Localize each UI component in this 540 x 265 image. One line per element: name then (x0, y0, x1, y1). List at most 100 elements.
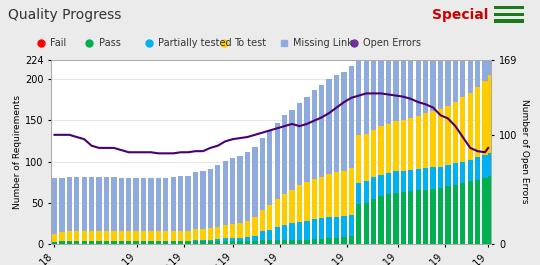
Bar (446, 37, 450, 106)
Bar (82, 177, 87, 231)
Text: Open Errors: Open Errors (363, 38, 421, 48)
Bar (312, 219, 317, 239)
Bar (438, 42, 443, 109)
Bar (327, 78, 332, 174)
Bar (349, 66, 354, 168)
Bar (252, 241, 258, 244)
Bar (193, 172, 198, 229)
Bar (430, 167, 436, 189)
Bar (446, 165, 450, 186)
Bar (111, 177, 117, 231)
Bar (222, 238, 228, 241)
Bar (416, 116, 421, 169)
Bar (267, 131, 272, 205)
Bar (282, 240, 287, 244)
Bar (193, 240, 198, 241)
Bar (485, 0, 491, 75)
Bar (341, 237, 347, 244)
Bar (274, 227, 280, 240)
Bar (393, 121, 399, 171)
Bar (482, 178, 488, 244)
Bar (119, 178, 124, 231)
Bar (215, 227, 220, 239)
Bar (304, 240, 309, 244)
Text: Partially tested: Partially tested (158, 38, 232, 48)
Bar (267, 230, 272, 240)
Bar (238, 223, 242, 238)
Bar (386, 14, 391, 124)
Bar (297, 186, 302, 222)
Bar (371, 23, 376, 130)
Bar (156, 241, 161, 244)
Bar (304, 97, 309, 182)
Bar (341, 216, 347, 237)
Bar (401, 192, 406, 244)
Bar (446, 186, 450, 244)
Bar (156, 231, 161, 241)
Bar (111, 241, 117, 244)
Bar (208, 169, 213, 228)
Bar (163, 231, 168, 241)
Text: Quality Progress: Quality Progress (8, 8, 122, 22)
Bar (260, 231, 265, 240)
Bar (274, 198, 280, 227)
Bar (282, 225, 287, 240)
Bar (356, 183, 361, 204)
Bar (185, 175, 191, 231)
Bar (163, 241, 168, 244)
Text: Special: Special (432, 8, 488, 22)
Bar (319, 177, 325, 218)
Bar (163, 178, 168, 231)
Bar (453, 185, 458, 244)
Bar (260, 138, 265, 210)
Bar (379, 175, 384, 196)
Bar (74, 241, 79, 244)
Bar (453, 163, 458, 185)
Bar (408, 3, 414, 118)
Bar (66, 177, 72, 231)
Bar (52, 242, 57, 244)
Bar (245, 221, 250, 237)
Bar (282, 115, 287, 194)
Bar (408, 118, 414, 170)
Bar (148, 241, 154, 244)
Bar (74, 231, 79, 241)
Bar (430, 0, 436, 111)
Bar (119, 231, 124, 241)
Bar (475, 157, 480, 180)
Bar (185, 231, 191, 241)
Bar (178, 176, 184, 231)
Bar (468, 160, 473, 181)
Bar (386, 195, 391, 244)
Bar (408, 170, 414, 191)
Bar (267, 205, 272, 230)
Bar (252, 147, 258, 218)
Bar (312, 179, 317, 219)
Bar (460, 28, 465, 98)
Bar (238, 156, 242, 223)
Bar (423, 0, 428, 113)
Bar (379, 196, 384, 244)
Bar (371, 177, 376, 198)
Bar (148, 231, 154, 241)
Bar (423, 189, 428, 244)
Bar (208, 228, 213, 240)
Bar (363, 28, 369, 134)
Bar (282, 194, 287, 225)
Bar (453, 33, 458, 101)
Bar (349, 168, 354, 215)
Bar (274, 123, 280, 198)
Bar (401, 120, 406, 171)
Bar (200, 229, 206, 240)
Bar (416, 190, 421, 244)
Bar (222, 241, 228, 244)
Bar (334, 217, 339, 238)
Bar (82, 231, 87, 241)
Bar (327, 238, 332, 244)
Bar (222, 225, 228, 238)
Bar (89, 241, 94, 244)
Bar (274, 240, 280, 244)
Bar (289, 190, 295, 223)
Bar (341, 171, 347, 216)
Bar (252, 236, 258, 241)
